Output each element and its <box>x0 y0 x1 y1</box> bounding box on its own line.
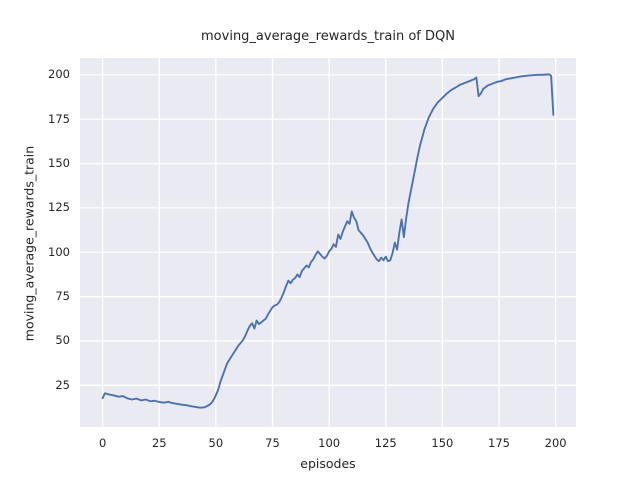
chart-title: moving_average_rewards_train of DQN <box>201 29 455 44</box>
y-tick-label: 75 <box>55 289 70 304</box>
x-tick-label: 175 <box>488 436 510 450</box>
x-tick-label: 0 <box>98 436 107 450</box>
y-tick-label: 125 <box>48 200 70 215</box>
x-tick-label: 100 <box>318 436 341 450</box>
y-axis-label: moving_average_rewards_train <box>21 145 37 342</box>
plot-area <box>80 58 576 427</box>
x-tick-label: 150 <box>431 436 454 450</box>
y-tick-label: 100 <box>48 244 70 259</box>
y-tick-label: 50 <box>55 333 70 348</box>
y-tick-label: 25 <box>55 377 70 392</box>
y-tick-label: 150 <box>48 156 70 171</box>
x-axis-label: episodes <box>300 456 356 471</box>
y-tick-label: 200 <box>48 67 70 82</box>
y-tick-label: 175 <box>48 111 70 126</box>
x-tick-label: 125 <box>374 436 397 450</box>
x-tick-label: 50 <box>208 436 224 450</box>
line-plot-svg <box>80 58 576 427</box>
x-tick-label: 75 <box>265 436 280 450</box>
plot-background <box>80 58 576 427</box>
x-tick-label: 200 <box>544 436 567 450</box>
reward-curve <box>101 73 555 409</box>
x-tick-label: 25 <box>151 436 167 450</box>
